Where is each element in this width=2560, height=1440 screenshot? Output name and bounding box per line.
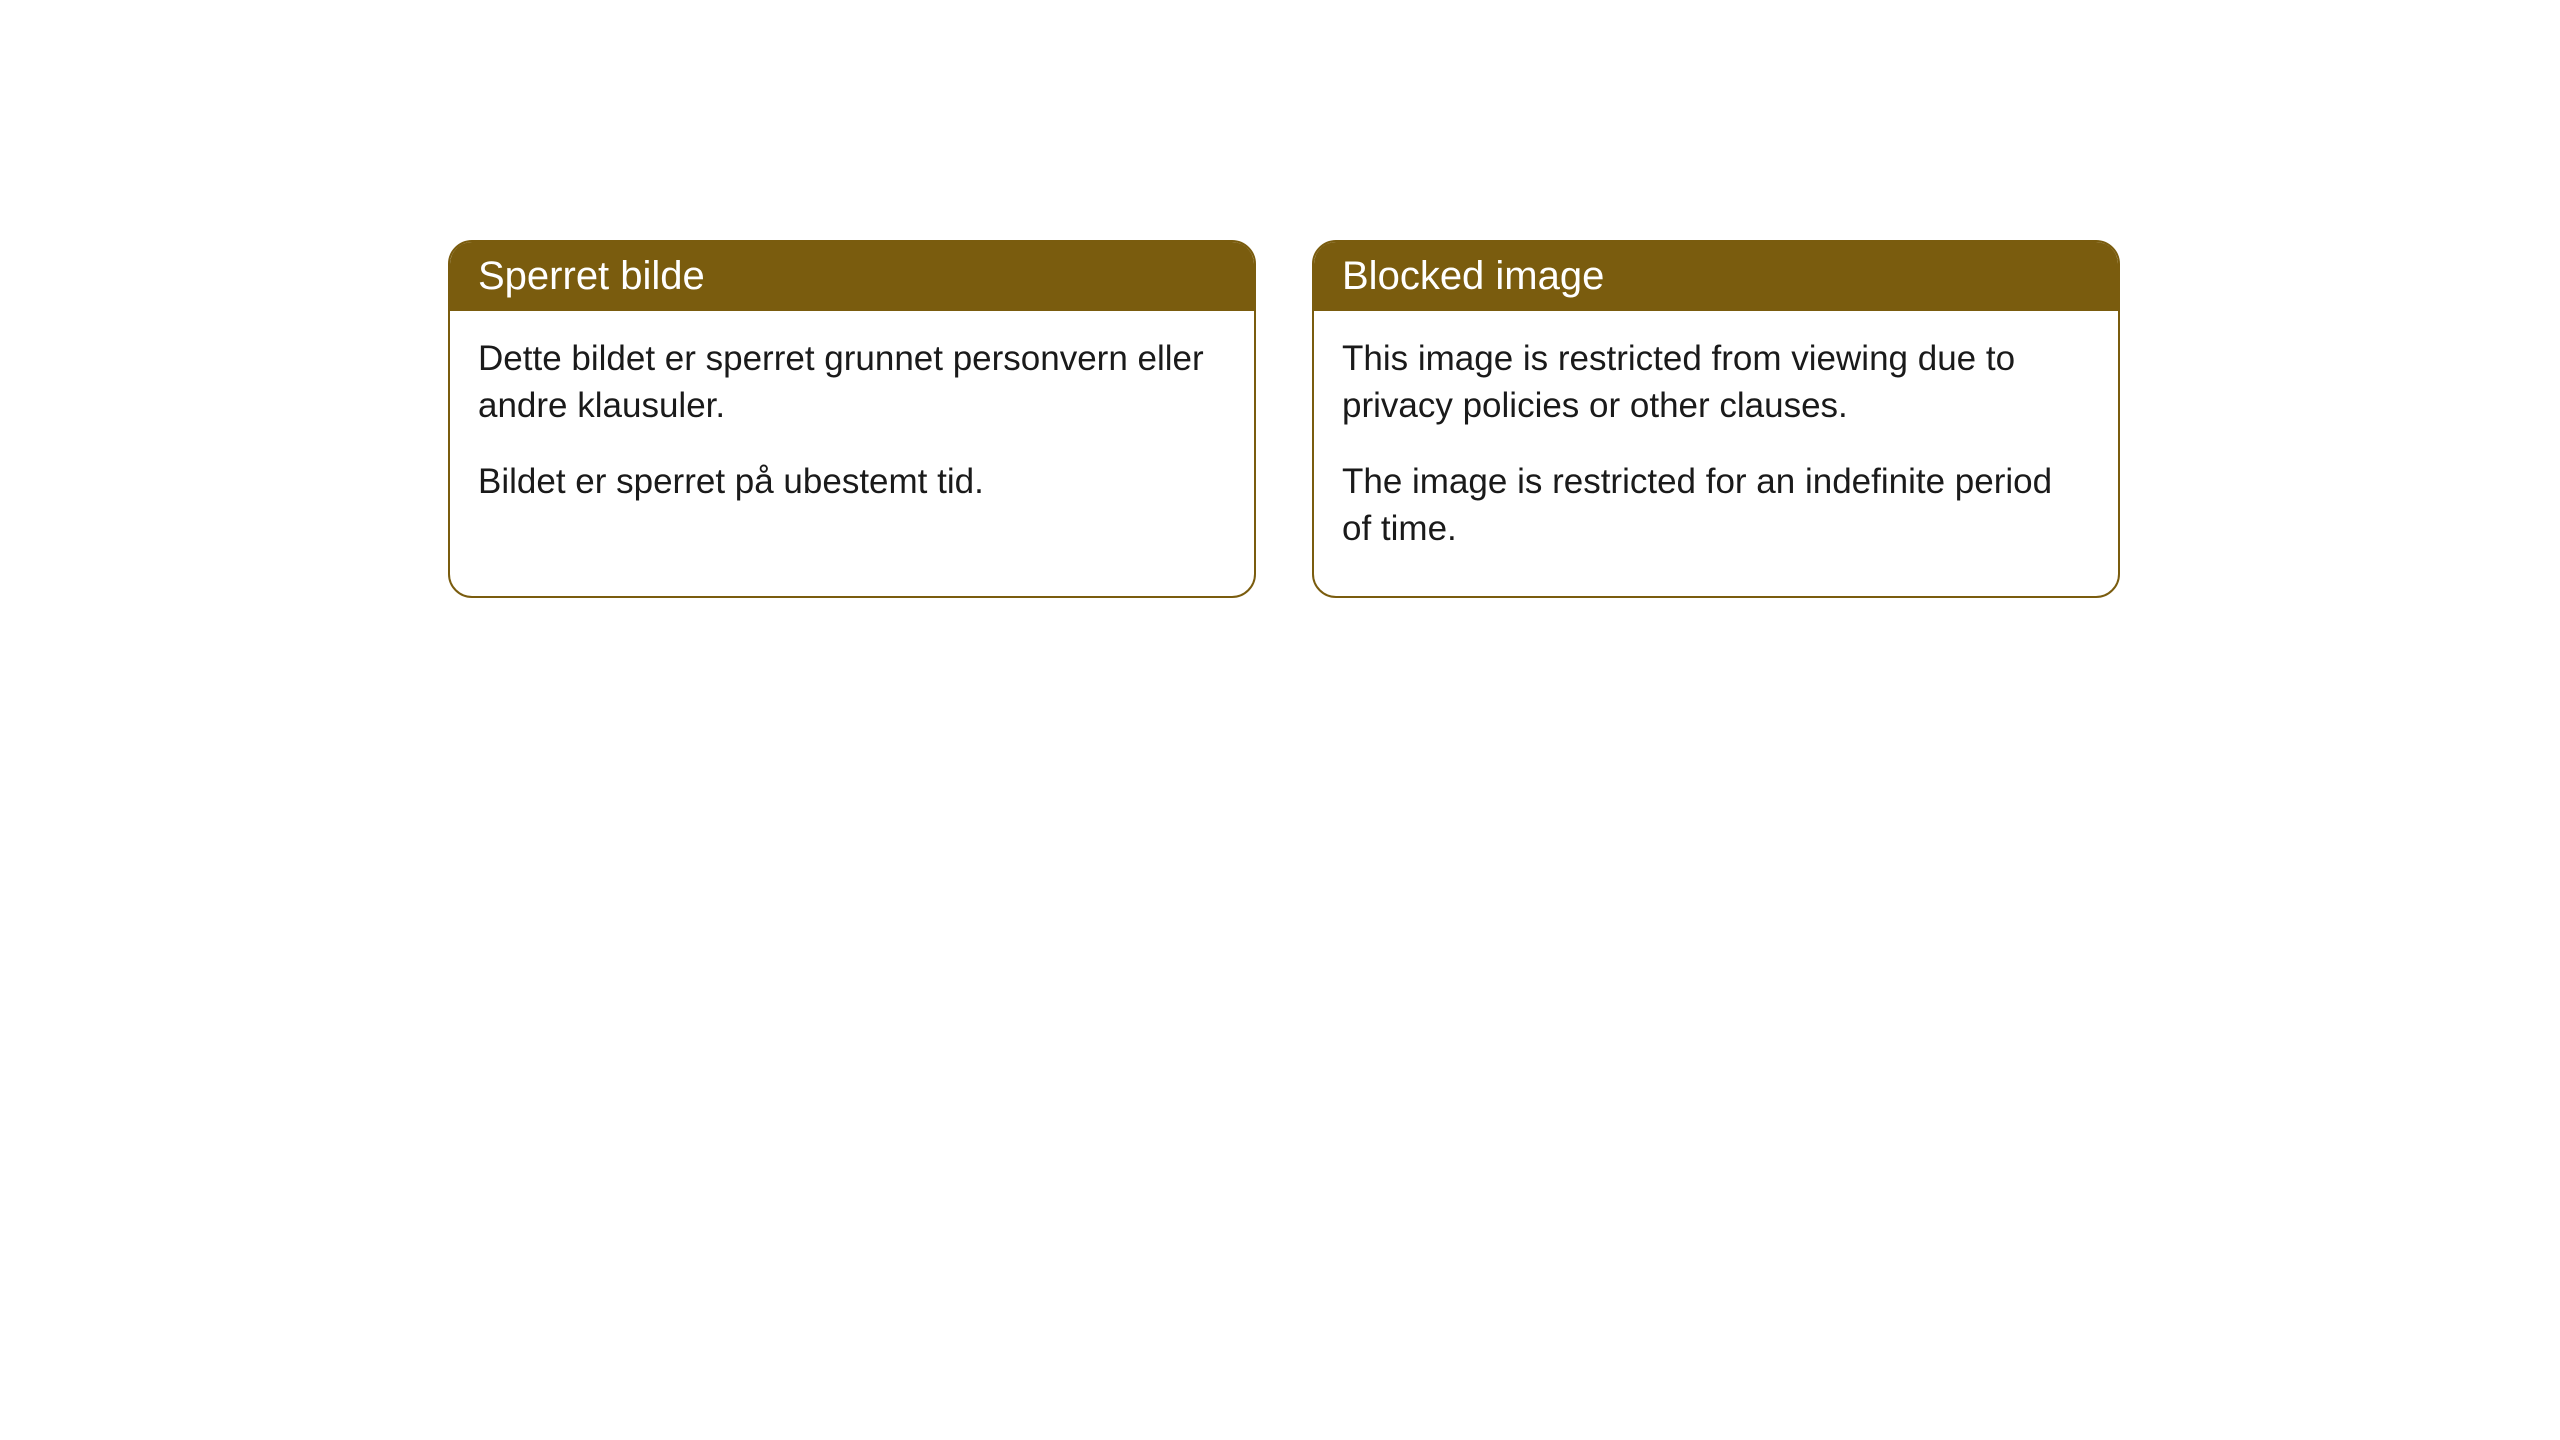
card-header: Blocked image bbox=[1314, 242, 2118, 311]
card-body: Dette bildet er sperret grunnet personve… bbox=[450, 311, 1254, 549]
notice-cards-container: Sperret bilde Dette bildet er sperret gr… bbox=[0, 0, 2560, 598]
card-title: Blocked image bbox=[1342, 254, 1604, 298]
card-title: Sperret bilde bbox=[478, 254, 705, 298]
card-paragraph: Bildet er sperret på ubestemt tid. bbox=[478, 458, 1226, 505]
card-body: This image is restricted from viewing du… bbox=[1314, 311, 2118, 596]
card-header: Sperret bilde bbox=[450, 242, 1254, 311]
notice-card-norwegian: Sperret bilde Dette bildet er sperret gr… bbox=[448, 240, 1256, 598]
card-paragraph: Dette bildet er sperret grunnet personve… bbox=[478, 335, 1226, 430]
notice-card-english: Blocked image This image is restricted f… bbox=[1312, 240, 2120, 598]
card-paragraph: The image is restricted for an indefinit… bbox=[1342, 458, 2090, 553]
card-paragraph: This image is restricted from viewing du… bbox=[1342, 335, 2090, 430]
